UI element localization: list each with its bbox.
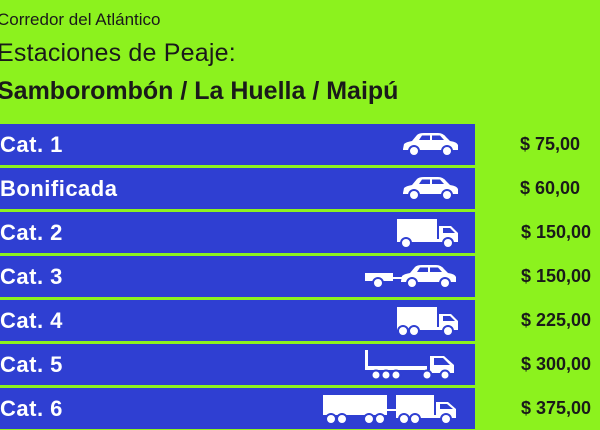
toll-row: Bonificada $ 60,00 [0,168,600,209]
category-cell: Cat. 1 [0,124,475,165]
toll-stations-list: Samborombón / La Huella / Maipú [0,77,399,105]
category-label: Bonificada [0,176,118,201]
truck-dual-axle-icon [396,300,460,341]
toll-row: Cat. 5 $ 300,00 [0,344,600,385]
car-with-trailer-icon [364,256,460,297]
category-label: Cat. 6 [0,396,63,421]
category-cell: Cat. 2 [0,212,475,253]
price-cell: $ 150,00 [480,256,600,297]
price-value: $ 60,00 [520,178,581,198]
price-value: $ 150,00 [521,222,592,242]
category-cell: Cat. 4 [0,300,475,341]
price-cell: $ 150,00 [480,212,600,253]
category-label: Cat. 3 [0,264,63,289]
semi-trailer-truck-icon [364,344,460,385]
category-cell: Cat. 5 [0,344,475,385]
toll-row: Cat. 4 $ 225,00 [0,300,600,341]
car-icon [400,168,460,209]
price-value: $ 150,00 [521,266,592,286]
price-value: $ 375,00 [521,398,592,418]
category-label: Cat. 4 [0,308,63,333]
price-cell: $ 225,00 [480,300,600,341]
corridor-name: Corredor del Atlántico [0,10,161,29]
category-cell: Cat. 6 [0,388,475,429]
category-cell: Bonificada [0,168,475,209]
category-cell: Cat. 3 [0,256,475,297]
category-label: Cat. 1 [0,132,63,157]
stations-title: Estaciones de Peaje: [0,39,236,67]
price-value: $ 75,00 [520,134,581,154]
header: Corredor del Atlántico Estaciones de Pea… [0,0,600,120]
toll-row: Cat. 3 $ 150,00 [0,256,600,297]
category-label: Cat. 2 [0,220,63,245]
price-cell: $ 300,00 [480,344,600,385]
price-cell: $ 60,00 [480,168,600,209]
price-cell: $ 375,00 [480,388,600,429]
category-label: Cat. 5 [0,352,63,377]
toll-row: Cat. 6 $ 375,00 [0,388,600,429]
car-icon [400,124,460,165]
price-cell: $ 75,00 [480,124,600,165]
price-value: $ 300,00 [521,354,592,374]
truck-icon [396,212,460,253]
price-value: $ 225,00 [521,310,592,330]
toll-row: Cat. 1 $ 75,00 [0,124,600,165]
truck-with-trailer-icon [322,388,460,429]
toll-row: Cat. 2 $ 150,00 [0,212,600,253]
